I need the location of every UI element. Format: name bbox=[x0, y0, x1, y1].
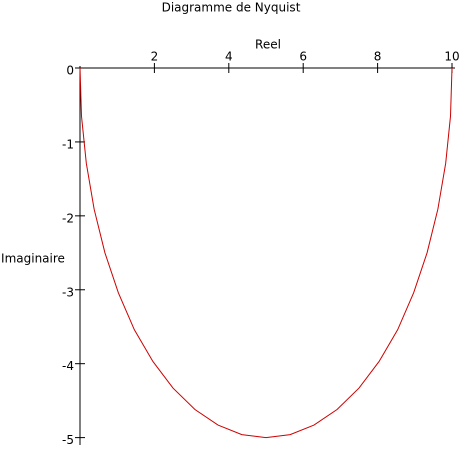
x-tick-label: 6 bbox=[299, 50, 307, 64]
y-tick-label: 0 bbox=[66, 64, 74, 78]
x-axis-label: Reel bbox=[255, 38, 281, 52]
y-tick-label: -2 bbox=[62, 211, 74, 225]
chart-title: Diagramme de Nyquist bbox=[162, 1, 301, 15]
y-tick-label: -4 bbox=[62, 359, 74, 373]
curve bbox=[79, 67, 453, 439]
x-tick-label: 8 bbox=[374, 50, 382, 64]
y-axis-label: Imaginaire bbox=[1, 252, 65, 266]
x-tick-label: 4 bbox=[225, 50, 233, 64]
y-tick-label: -1 bbox=[62, 137, 74, 151]
x-tick-label: 10 bbox=[444, 50, 459, 64]
y-tick-label: -3 bbox=[62, 285, 74, 299]
y-tick-label: -5 bbox=[62, 433, 74, 447]
x-tick-label: 2 bbox=[151, 50, 159, 64]
